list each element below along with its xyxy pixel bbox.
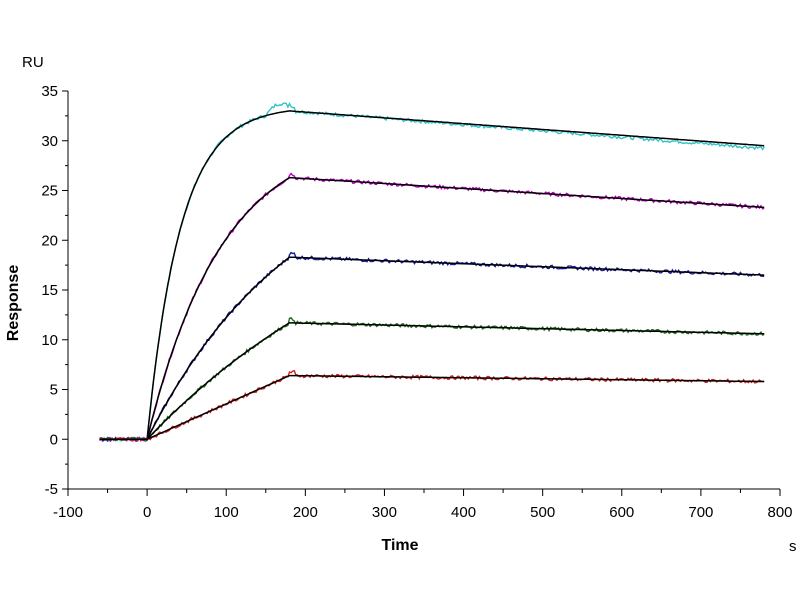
series-3-measured-line bbox=[99, 251, 765, 443]
axes: -5 0 5 10 15 20 25 30 35 -100 0 100 200 300 400 500 600 7… bbox=[41, 83, 792, 521]
x-tick-label: 500 bbox=[530, 504, 555, 521]
series-4-fit-line bbox=[99, 322, 765, 441]
x-axis-title: Time bbox=[381, 537, 418, 554]
series-1-fit-line bbox=[99, 110, 765, 441]
series-4-measured-line bbox=[99, 316, 765, 442]
x-tick-label: 400 bbox=[451, 504, 476, 521]
y-tick-label: 20 bbox=[41, 232, 58, 249]
x-unit-label: s bbox=[789, 538, 797, 555]
series-layer bbox=[99, 101, 765, 443]
y-tick-label: 15 bbox=[41, 282, 58, 299]
series-2-fit-line bbox=[99, 176, 765, 441]
series-5-fit-line bbox=[99, 374, 765, 441]
y-tick-label: 25 bbox=[41, 183, 58, 200]
y-tick-label: 35 bbox=[41, 83, 58, 100]
series-5-measured-line bbox=[99, 369, 765, 442]
x-tick-label: 100 bbox=[214, 504, 239, 521]
x-tick-label: 0 bbox=[143, 504, 151, 521]
y-tick-label: 5 bbox=[50, 382, 58, 399]
series-2-measured-line bbox=[99, 172, 765, 442]
x-tick-label: -100 bbox=[53, 504, 83, 521]
y-unit-label: RU bbox=[22, 54, 44, 71]
x-tick-label: 200 bbox=[293, 504, 318, 521]
series-3-fit-line bbox=[99, 256, 765, 441]
y-tick-label: -5 bbox=[45, 481, 58, 498]
y-axis-title: Response bbox=[5, 265, 22, 342]
y-tick-label: 10 bbox=[41, 332, 58, 349]
x-tick-label: 800 bbox=[767, 504, 792, 521]
labels: RU s Time Response bbox=[5, 54, 797, 555]
x-tick-label: 300 bbox=[372, 504, 397, 521]
y-tick-label: 30 bbox=[41, 133, 58, 150]
x-tick-label: 700 bbox=[688, 504, 713, 521]
x-tick-label: 600 bbox=[609, 504, 634, 521]
y-tick-label: 0 bbox=[50, 431, 58, 448]
